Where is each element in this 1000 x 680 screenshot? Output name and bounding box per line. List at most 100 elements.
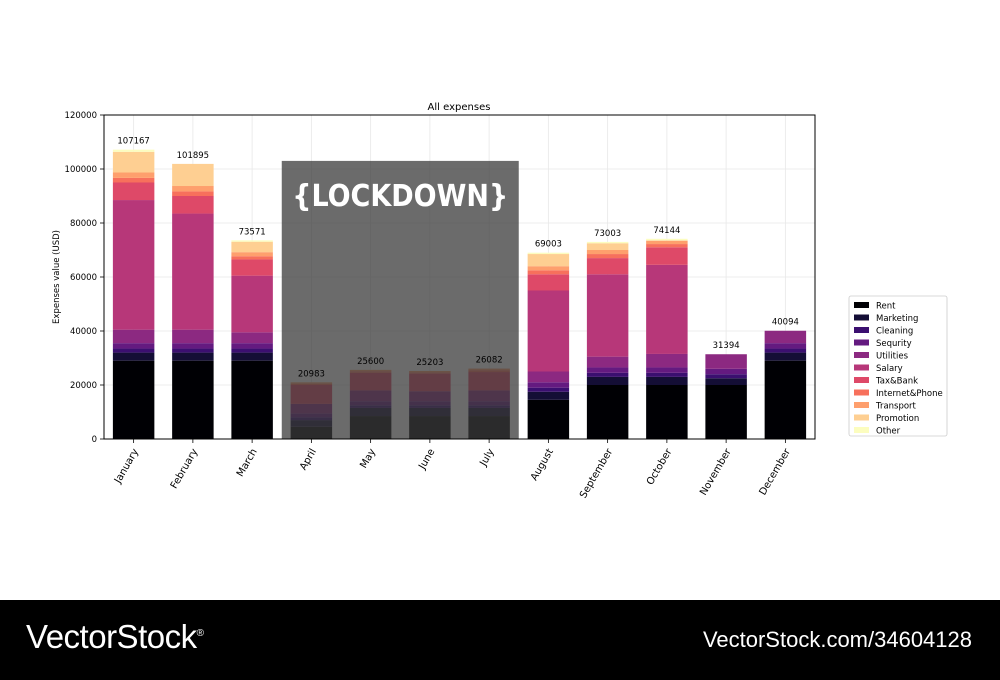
bar-segment-october-utilities xyxy=(646,353,688,368)
legend-label: Cleaning xyxy=(876,327,913,337)
bar-segment-december-rent xyxy=(764,360,807,439)
total-label: 74144 xyxy=(653,226,680,236)
y-tick-label: 120000 xyxy=(65,111,97,121)
lockdown-overlay-group: {LOCKDOWN} xyxy=(281,160,519,439)
total-label: 101895 xyxy=(177,151,209,161)
y-tick-label: 0 xyxy=(92,435,97,445)
legend-swatch xyxy=(854,314,869,321)
bar-segment-september-promotion xyxy=(586,243,629,250)
bar-segment-february-salary xyxy=(172,213,214,330)
bar-segment-january-rent xyxy=(112,360,155,439)
bar-segment-september-transport xyxy=(586,250,629,255)
bar-segment-september-cleaning xyxy=(586,372,629,377)
watermark-footer: VectorStock® VectorStock.com/34604128 xyxy=(0,600,1000,680)
legend-swatch xyxy=(854,364,869,371)
lockdown-annotation-text: {LOCKDOWN} xyxy=(292,179,508,214)
legend-label: Transport xyxy=(875,402,917,412)
total-label: 31394 xyxy=(713,341,740,351)
legend-label: Tax&Bank xyxy=(875,377,918,387)
bar-segment-march-utilities xyxy=(231,332,273,344)
bar-segment-february-internet-phone xyxy=(172,191,214,196)
bar-segment-august-internet-phone xyxy=(527,270,570,275)
bar-segment-january-internet-phone xyxy=(112,177,155,183)
legend-label: Salary xyxy=(876,364,903,374)
bar-segment-march-salary xyxy=(231,275,273,333)
bar-segment-december-cleaning xyxy=(764,348,807,353)
y-tick-label: 100000 xyxy=(65,165,97,175)
bar-segment-march-promotion xyxy=(231,241,273,253)
bar-segment-october-transport xyxy=(646,240,688,245)
bar-segment-february-rent xyxy=(172,360,214,439)
y-tick-label: 40000 xyxy=(70,327,97,337)
legend-label: Other xyxy=(876,427,901,437)
legend-swatch xyxy=(854,327,869,333)
total-label: 107167 xyxy=(117,137,149,147)
bar-segment-december-utilities xyxy=(764,330,807,344)
chart-title: All expenses xyxy=(428,102,491,113)
bar-segment-august-tax-bank xyxy=(527,274,570,291)
bar-segment-october-cleaning xyxy=(646,372,688,377)
brand-name: VectorStock xyxy=(26,618,197,655)
bar-segment-march-rent xyxy=(231,360,273,439)
legend-label: Internet&Phone xyxy=(876,389,943,399)
bar-segment-august-salary xyxy=(527,290,570,372)
legend-label: Promotion xyxy=(876,414,919,424)
bar-segment-february-utilities xyxy=(172,329,214,344)
y-axis-label: Expenses value (USD) xyxy=(52,230,62,324)
bar-segment-november-sequrity xyxy=(705,368,747,375)
bar-segment-march-sequrity xyxy=(231,343,273,349)
legend-swatch xyxy=(854,339,869,346)
bar-segment-march-marketing xyxy=(231,352,273,361)
legend-swatch xyxy=(854,427,869,433)
total-label: 73571 xyxy=(239,227,266,237)
bar-segment-august-marketing xyxy=(527,391,570,400)
bar-segment-january-cleaning xyxy=(112,348,155,353)
bar-segment-november-utilities xyxy=(705,354,747,369)
legend-label: Rent xyxy=(876,302,896,312)
legend-swatch xyxy=(854,414,869,421)
brand-registered-mark: ® xyxy=(196,628,204,639)
bar-segment-november-marketing xyxy=(705,378,747,385)
bar-segment-march-tax-bank xyxy=(231,259,273,276)
total-label: 69003 xyxy=(535,240,562,250)
total-label: 40094 xyxy=(772,318,799,328)
legend: Rent Marketing Cleaning Sequrity Utilities Sa… xyxy=(848,295,948,437)
legend-box xyxy=(848,295,948,437)
legend-swatch xyxy=(854,302,869,308)
y-tick-label: 20000 xyxy=(70,381,97,391)
brand-logo: VectorStock® xyxy=(26,618,204,656)
bar-segment-november-rent xyxy=(705,385,747,439)
bar-segment-november-cleaning xyxy=(705,374,747,379)
bar-segment-october-sequrity xyxy=(646,367,688,373)
bar-segment-september-salary xyxy=(586,274,629,357)
bar-segment-august-cleaning xyxy=(527,387,570,392)
legend-label: Utilities xyxy=(876,352,909,362)
image-reference: VectorStock.com/34604128 xyxy=(702,627,972,652)
legend-swatch xyxy=(854,377,869,383)
legend-swatch xyxy=(854,402,869,408)
bar-segment-december-marketing xyxy=(764,352,807,361)
bar-segment-september-other xyxy=(586,241,629,244)
bar-segment-february-sequrity xyxy=(172,343,214,349)
bar-segment-january-sequrity xyxy=(112,343,155,349)
bar-segment-september-utilities xyxy=(586,356,629,368)
bar-segment-october-salary xyxy=(646,264,688,354)
bar-segment-august-other xyxy=(527,252,570,255)
bar-segment-january-promotion xyxy=(112,151,155,173)
total-label: 20983 xyxy=(298,369,325,379)
bar-segment-february-cleaning xyxy=(172,348,214,353)
bar-segment-september-internet-phone xyxy=(586,254,629,259)
bar-segment-october-tax-bank xyxy=(646,247,688,265)
bar-segment-september-rent xyxy=(586,385,629,439)
bar-segment-february-tax-bank xyxy=(172,196,214,214)
bar-segment-september-marketing xyxy=(586,376,629,385)
bar-segment-march-internet-phone xyxy=(231,256,273,260)
legend-swatch xyxy=(854,389,869,396)
bar-segment-january-marketing xyxy=(112,352,155,361)
bar-segment-august-sequrity xyxy=(527,382,570,388)
total-label: 25600 xyxy=(357,357,384,367)
bar-segment-august-promotion xyxy=(527,254,570,267)
bar-segment-september-sequrity xyxy=(586,367,629,373)
bar-segment-january-utilities xyxy=(112,329,155,344)
bar-segment-february-transport xyxy=(172,186,214,192)
